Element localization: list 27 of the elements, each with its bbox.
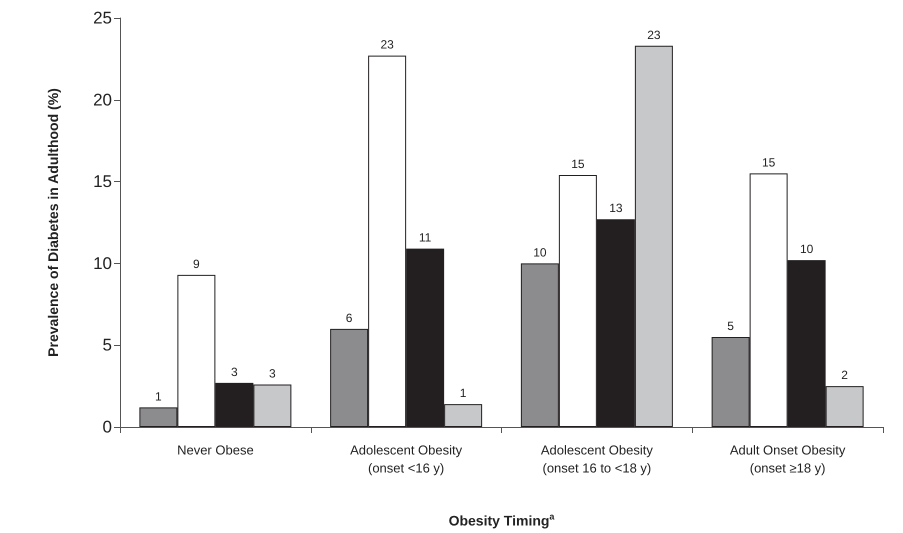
data-label: 13 bbox=[609, 201, 623, 216]
data-label: 5 bbox=[727, 319, 734, 334]
x-tick-label: Never Obese bbox=[177, 442, 254, 458]
y-tick-label: 15 bbox=[93, 172, 112, 192]
data-label: 23 bbox=[380, 38, 394, 52]
data-label: 9 bbox=[193, 256, 200, 271]
x-tick-label: Adult Onset Obesity (onset ≥18 y) bbox=[730, 442, 846, 476]
y-tick-label: 0 bbox=[102, 418, 112, 436]
y-tick-label: 10 bbox=[93, 254, 112, 273]
data-label: 3 bbox=[269, 366, 276, 380]
data-label: 1 bbox=[155, 389, 162, 404]
y-axis-title: Prevalence of Diabetes in Adulthood (%) bbox=[45, 88, 61, 357]
x-tick-label: Adolescent Obesity (onset 16 to <18 y) bbox=[540, 442, 654, 476]
data-label: 15 bbox=[571, 157, 585, 172]
x-tick-label: Adolescent Obesity (onset <16 y) bbox=[350, 442, 463, 476]
data-label: 11 bbox=[418, 230, 432, 245]
data-label: 23 bbox=[647, 28, 661, 42]
data-label: 3 bbox=[231, 364, 238, 379]
data-label: 10 bbox=[800, 242, 814, 256]
data-label: 15 bbox=[762, 155, 776, 170]
y-tick-label: 5 bbox=[102, 336, 112, 355]
data-label: 1 bbox=[460, 386, 467, 400]
data-label: 2 bbox=[841, 368, 848, 382]
y-tick-label: 25 bbox=[93, 8, 112, 28]
y-tick-label: 20 bbox=[93, 90, 112, 110]
data-label: 6 bbox=[346, 310, 353, 325]
data-label: 10 bbox=[533, 245, 547, 260]
